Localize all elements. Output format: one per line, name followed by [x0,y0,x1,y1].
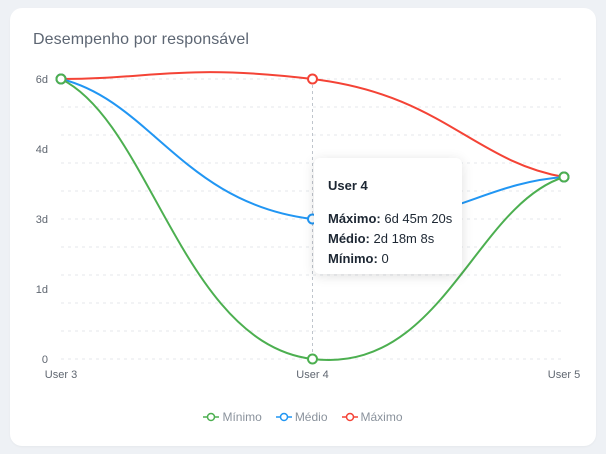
legend-label: Máximo [360,410,403,424]
data-point[interactable] [307,353,318,365]
tooltip-label: Máximo: [328,211,381,226]
card-title: Desempenho por responsável [33,31,250,48]
line-chart[interactable]: 0 1d 3d 4d 6d User 3 User 4 User 5 [10,8,596,408]
data-point[interactable] [55,73,67,85]
tooltip-label: Médio: [328,231,370,246]
chart-card: Desempenho por responsável 0 1d 3d 4d 6d Use… [10,8,596,446]
y-tick-label: 6d [36,74,48,86]
tooltip-title: User 4 [328,178,368,193]
y-tick-label: 0 [42,354,48,366]
x-tick-label: User 3 [45,369,77,381]
y-tick-label: 1d [36,284,48,296]
tooltip-value: 2d 18m 8s [373,231,435,246]
legend-label: Mínimo [222,410,262,424]
series-points [55,73,570,365]
legend-item-medio[interactable]: Médio [275,410,328,424]
x-tick-label: User 4 [296,369,328,381]
tooltip-label: Mínimo: [328,251,378,266]
legend: Mínimo Médio Máximo [10,410,596,424]
legend-swatch-icon [275,412,292,422]
x-tick-label: User 5 [548,369,580,381]
legend-label: Médio [294,410,328,424]
y-tick-label: 3d [36,214,48,226]
y-axis: 0 1d 3d 4d 6d [36,74,48,366]
legend-item-minimo[interactable]: Mínimo [203,410,262,424]
data-point[interactable] [307,73,318,85]
legend-item-maximo[interactable]: Máximo [341,410,403,424]
x-axis: User 3 User 4 User 5 [45,369,580,381]
legend-swatch-icon [203,412,220,422]
y-tick-label: 4d [36,144,48,156]
tooltip-value: 0 [381,251,389,266]
legend-swatch-icon [341,412,358,422]
tooltip-row-avg: Médio: 2d 18m 8s [328,229,462,249]
data-point[interactable] [558,171,570,183]
tooltip: User 4 Máximo: 6d 45m 20s Médio: 2d 18m … [314,158,462,274]
tooltip-row-min: Mínimo: 0 [328,249,462,269]
tooltip-value: 6d 45m 20s [384,211,453,226]
tooltip-row-max: Máximo: 6d 45m 20s [328,209,462,229]
